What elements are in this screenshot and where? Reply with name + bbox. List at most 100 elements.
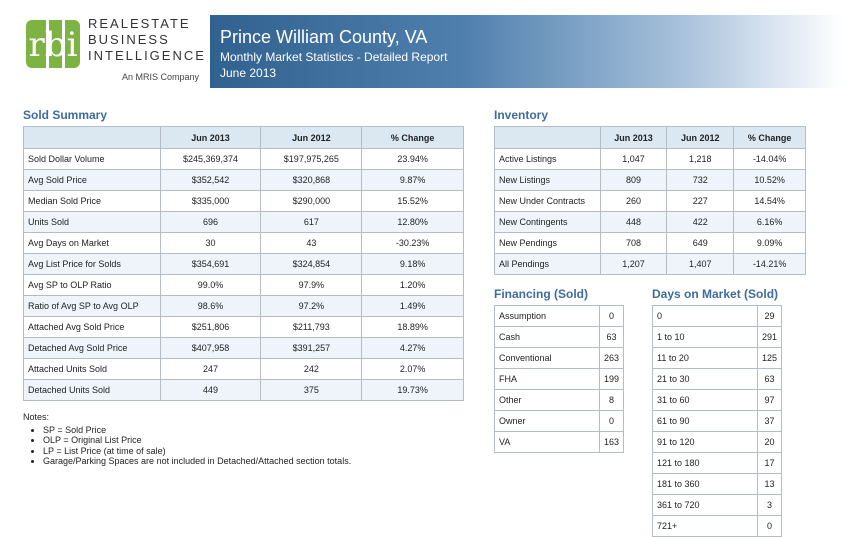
table-row: Detached Avg Sold Price $407,958 $391,257 4… <box>23 337 464 359</box>
cell-value: 375 <box>260 379 363 401</box>
table-row: New Pendings 708 649 9.09% <box>494 232 806 254</box>
table-row: New Contingents 448 422 6.16% <box>494 211 806 233</box>
row-label: 0 <box>652 305 758 327</box>
cell-value: 15.52% <box>361 190 464 212</box>
days-on-market-title: Days on Market (Sold) <box>652 287 779 301</box>
cell-value: 732 <box>666 169 735 191</box>
cell-value: $290,000 <box>260 190 363 212</box>
table-row: 1 to 10 291 <box>652 326 783 348</box>
table-row: All Pendings 1,207 1,407 -14.21% <box>494 253 806 275</box>
cell-value: 97.9% <box>260 274 363 296</box>
row-label: Median Sold Price <box>23 190 161 212</box>
cell-value: 43 <box>260 232 363 254</box>
table-row: 21 to 30 63 <box>652 368 783 390</box>
financing-table: Assumption 0 Cash 63 Conventional 263 FHA 199 Ot… <box>494 305 625 453</box>
row-label: Assumption <box>494 305 600 327</box>
table-row: 11 to 20 125 <box>652 347 783 369</box>
cell-value: 63 <box>756 368 783 390</box>
cell-value: -30.23% <box>361 232 464 254</box>
cell-value: 242 <box>260 358 363 380</box>
cell-value: 708 <box>599 232 668 254</box>
cell-value: $320,868 <box>260 169 363 191</box>
row-label: Avg List Price for Solds <box>23 253 161 275</box>
table-row: Detached Units Sold 449 375 19.73% <box>23 379 464 401</box>
row-label: 361 to 720 <box>652 494 758 516</box>
report-subtitle: Monthly Market Statistics - Detailed Rep… <box>220 50 448 64</box>
cell-value: 0 <box>598 410 625 432</box>
note-item: OLP = Original List Price <box>43 435 351 446</box>
table-row: 721+ 0 <box>652 515 783 537</box>
row-label: Active Listings <box>494 148 601 170</box>
cell-value: $211,793 <box>260 316 363 338</box>
report-period: June 2013 <box>220 66 277 80</box>
column-header: Jun 2012 <box>260 126 363 149</box>
cell-value: 227 <box>666 190 735 212</box>
cell-value: $197,975,265 <box>260 148 363 170</box>
rbi-logo-mark-icon: rbi <box>26 20 80 68</box>
table-header-row: Jun 2013 Jun 2012 % Change <box>494 126 806 149</box>
table-row: Attached Avg Sold Price $251,806 $211,793 1… <box>23 316 464 338</box>
row-label: New Contingents <box>494 211 601 233</box>
inventory-table: Jun 2013 Jun 2012 % Change Active Listin… <box>494 126 806 275</box>
financing-title: Financing (Sold) <box>494 287 588 301</box>
cell-value: 20 <box>756 431 783 453</box>
row-label: 1 to 10 <box>652 326 758 348</box>
cell-value: 247 <box>159 358 262 380</box>
row-label: 31 to 60 <box>652 389 758 411</box>
table-header-row: Jun 2013 Jun 2012 % Change <box>23 126 464 149</box>
cell-value: $245,369,374 <box>159 148 262 170</box>
cell-value: 449 <box>159 379 262 401</box>
row-label: 61 to 90 <box>652 410 758 432</box>
row-label: Ratio of Avg SP to Avg OLP <box>23 295 161 317</box>
cell-value: $251,806 <box>159 316 262 338</box>
column-header: Jun 2013 <box>159 126 262 149</box>
cell-value: 10.52% <box>733 169 806 191</box>
row-label: 721+ <box>652 515 758 537</box>
table-row: 0 29 <box>652 305 783 327</box>
notes: Notes: SP = Sold Price OLP = Original Li… <box>23 412 351 467</box>
cell-value: -14.21% <box>733 253 806 275</box>
cell-value: 37 <box>756 410 783 432</box>
cell-value: 125 <box>756 347 783 369</box>
logo-subtitle: An MRIS Company <box>122 72 200 82</box>
cell-value: 448 <box>599 211 668 233</box>
column-header-blank <box>494 126 601 149</box>
cell-value: 291 <box>756 326 783 348</box>
table-row: 361 to 720 3 <box>652 494 783 516</box>
cell-value: 0 <box>756 515 783 537</box>
table-row: Owner 0 <box>494 410 625 432</box>
cell-value: 649 <box>666 232 735 254</box>
table-row: Avg List Price for Solds $354,691 $324,854… <box>23 253 464 275</box>
table-row: Avg Sold Price $352,542 $320,868 9.87% <box>23 169 464 191</box>
cell-value: 30 <box>159 232 262 254</box>
logo-line-1: REALESTATE <box>88 16 191 31</box>
row-label: All Pendings <box>494 253 601 275</box>
row-label: New Under Contracts <box>494 190 601 212</box>
cell-value: 1,218 <box>666 148 735 170</box>
cell-value: $354,691 <box>159 253 262 275</box>
table-row: Cash 63 <box>494 326 625 348</box>
sold-summary-table: Jun 2013 Jun 2012 % Change Sold Dollar V… <box>23 126 464 401</box>
cell-value: 422 <box>666 211 735 233</box>
table-row: Ratio of Avg SP to Avg OLP 98.6% 97.2% 1.49… <box>23 295 464 317</box>
row-label: 91 to 120 <box>652 431 758 453</box>
table-row: 61 to 90 37 <box>652 410 783 432</box>
cell-value: 14.54% <box>733 190 806 212</box>
column-header: % Change <box>733 126 806 149</box>
row-label: 121 to 180 <box>652 452 758 474</box>
cell-value: 9.18% <box>361 253 464 275</box>
cell-value: 99.0% <box>159 274 262 296</box>
table-row: Median Sold Price $335,000 $290,000 15.52% <box>23 190 464 212</box>
row-label: 21 to 30 <box>652 368 758 390</box>
notes-title: Notes: <box>23 412 50 422</box>
row-label: Owner <box>494 410 600 432</box>
row-label: 11 to 20 <box>652 347 758 369</box>
sold-summary-title: Sold Summary <box>23 108 108 122</box>
cell-value: 3 <box>756 494 783 516</box>
row-label: FHA <box>494 368 600 390</box>
table-row: Other 8 <box>494 389 625 411</box>
cell-value: $407,958 <box>159 337 262 359</box>
table-row: Units Sold 696 617 12.80% <box>23 211 464 233</box>
inventory-title: Inventory <box>494 108 549 122</box>
cell-value: 809 <box>599 169 668 191</box>
